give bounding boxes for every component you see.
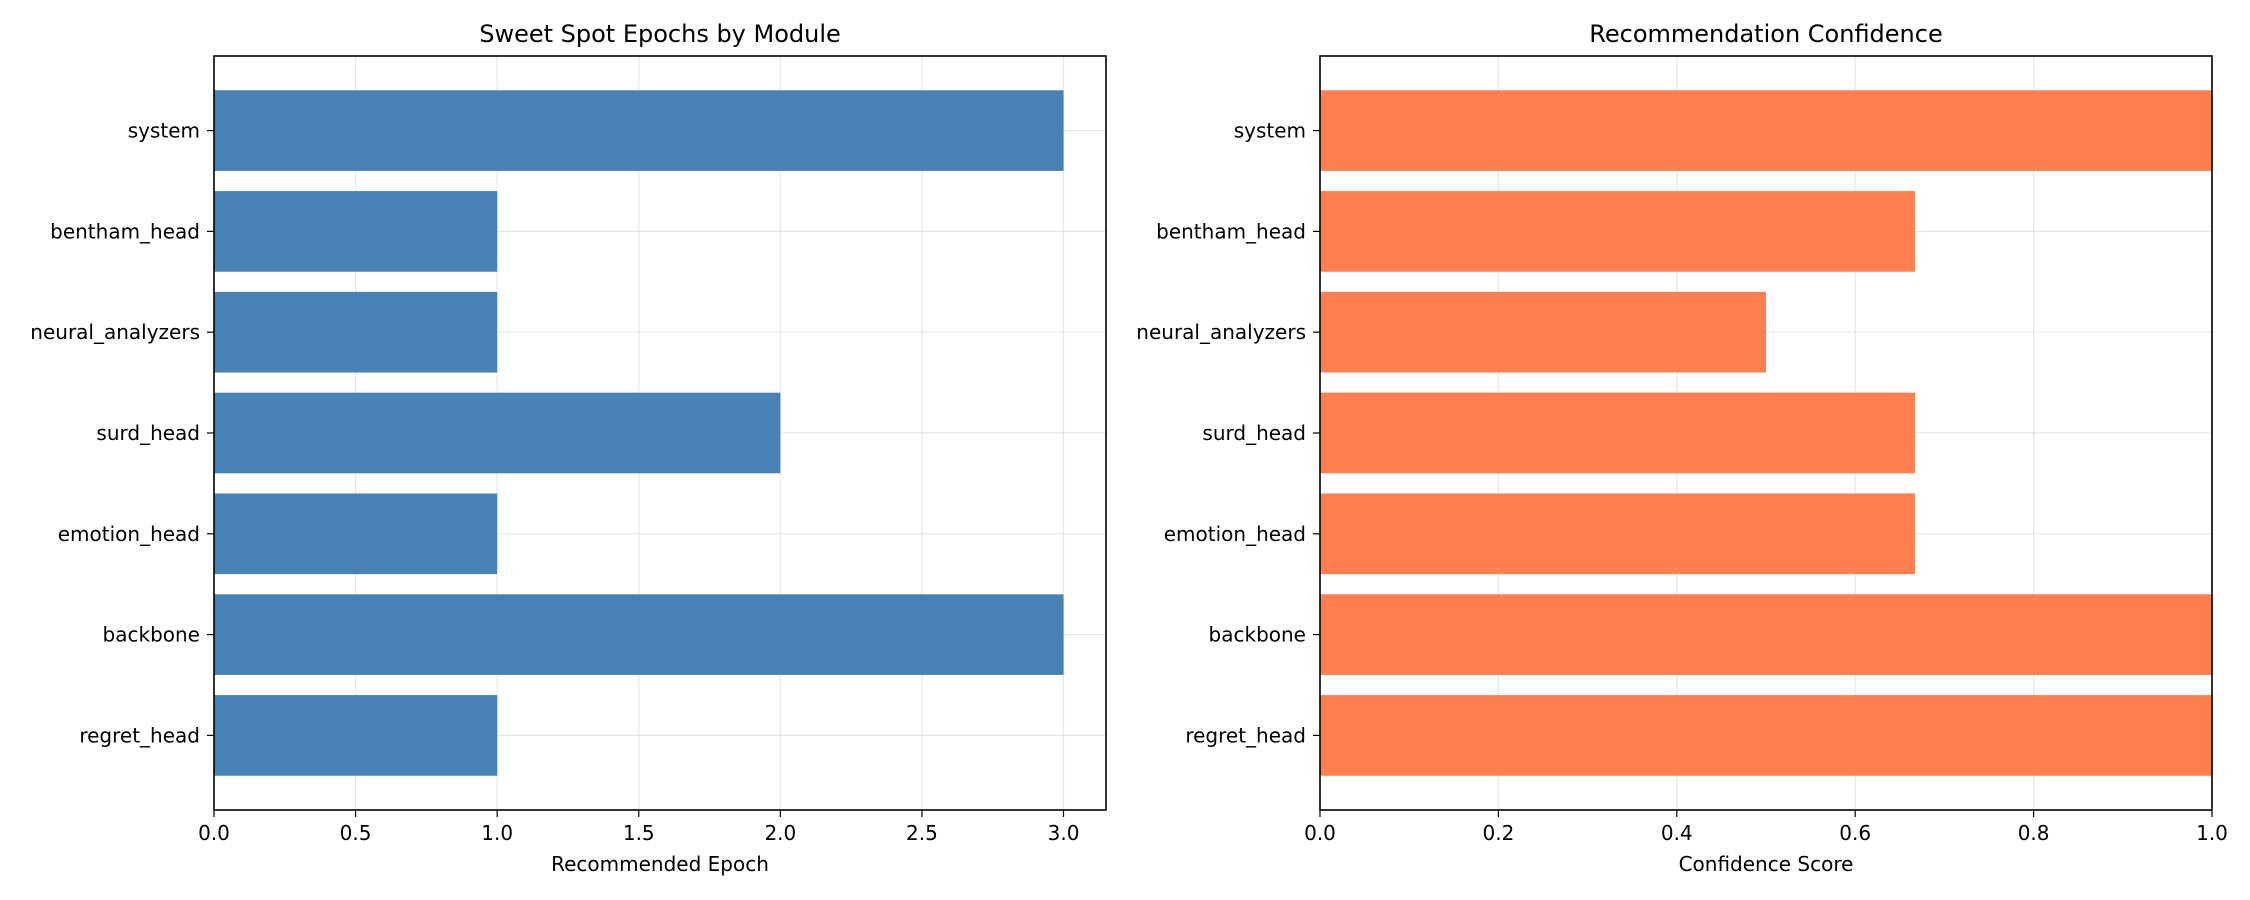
y-tick-label-regret_head: regret_head (1185, 723, 1306, 747)
y-tick-label-bentham_head: bentham_head (1156, 219, 1306, 243)
y-tick-label-backbone: backbone (103, 623, 200, 647)
y-tick-label-bentham_head: bentham_head (50, 219, 200, 243)
y-tick-label-surd_head: surd_head (96, 421, 200, 445)
x-tick-label: 2.0 (764, 821, 796, 845)
x-tick-label: 0.0 (1304, 821, 1336, 845)
y-tick-label-surd_head: surd_head (1202, 421, 1306, 445)
y-tick-label-system: system (1234, 119, 1306, 143)
bar-system (214, 90, 1064, 171)
x-tick-label: 0.6 (1839, 821, 1871, 845)
x-axis-label: Recommended Epoch (551, 852, 769, 876)
x-tick-label: 1.0 (2196, 821, 2228, 845)
bar-system (1320, 90, 2212, 171)
x-tick-label: 0.8 (2018, 821, 2050, 845)
y-tick-label-regret_head: regret_head (79, 723, 200, 747)
bar-bentham_head (214, 191, 498, 272)
bar-emotion_head (1320, 493, 1915, 575)
y-tick-label-backbone: backbone (1209, 623, 1306, 647)
x-tick-label: 1.0 (481, 821, 513, 845)
bar-neural_analyzers (1320, 291, 1766, 373)
x-tick-label: 0.5 (340, 821, 372, 845)
chart-title: Sweet Spot Epochs by Module (479, 20, 841, 48)
x-tick-label: 0.2 (1482, 821, 1514, 845)
bar-emotion_head (214, 493, 498, 575)
y-tick-label-emotion_head: emotion_head (58, 522, 200, 546)
bar-bentham_head (1320, 191, 1915, 272)
chart-title: Recommendation Confidence (1589, 20, 1942, 48)
bar-neural_analyzers (214, 291, 498, 373)
bar-backbone (1320, 594, 2212, 675)
y-tick-label-neural_analyzers: neural_analyzers (1136, 320, 1306, 344)
x-axis-label: Confidence Score (1679, 852, 1854, 876)
x-tick-label: 0.0 (198, 821, 230, 845)
bar-regret_head (214, 695, 498, 776)
y-tick-label-emotion_head: emotion_head (1164, 522, 1306, 546)
chart-panel-2: 0.0 0.2 0.4 0.6 0.8 1.0 system bentham_headneur… (1136, 20, 2228, 876)
x-tick-label: 2.5 (906, 821, 938, 845)
x-tick-label: 1.5 (623, 821, 655, 845)
bar-surd_head (1320, 392, 1915, 474)
x-tick-label: 3.0 (1048, 821, 1080, 845)
bar-backbone (214, 594, 1064, 675)
x-tick-label: 0.4 (1661, 821, 1693, 845)
bar-regret_head (1320, 695, 2212, 776)
y-tick-label-system: system (128, 119, 200, 143)
y-tick-label-neural_analyzers: neural_analyzers (30, 320, 200, 344)
chart-panel-1: 0.0 0.5 1.0 1.5 2.0 2.5 3.0 system bentham_headn… (30, 20, 1107, 876)
bar-surd_head (214, 392, 781, 474)
